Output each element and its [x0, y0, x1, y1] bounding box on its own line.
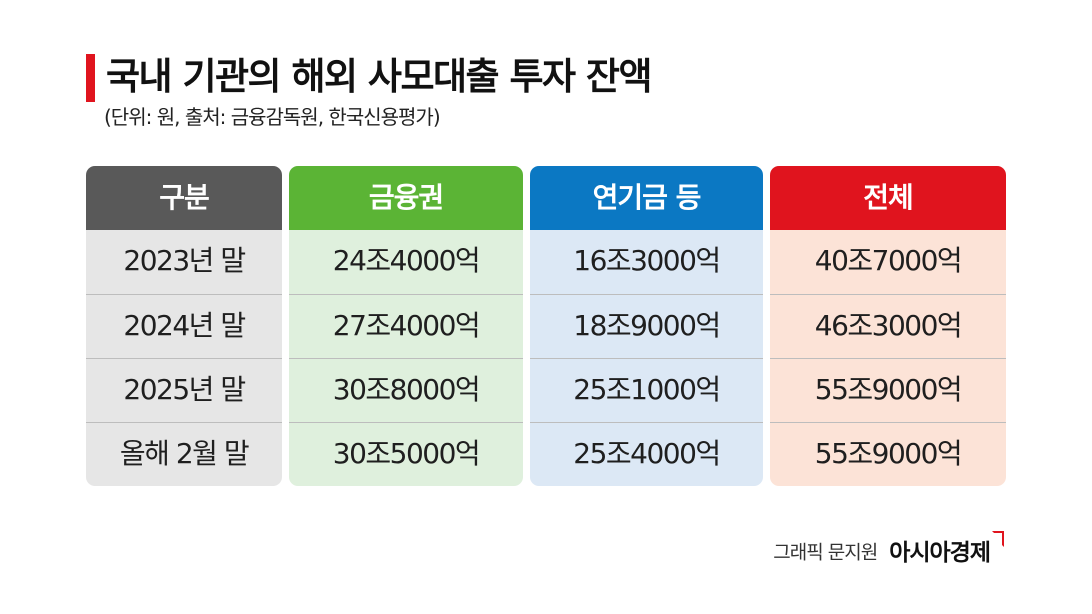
brand-mark-icon	[992, 531, 1004, 547]
table-cell-pension: 16조3000억	[573, 244, 721, 277]
table-cell-period: 2024년 말	[86, 294, 282, 358]
column-category: 구분 2023년 말 2024년 말 2025년 말 올해 2월 말	[86, 166, 282, 486]
table-cell-finance: 24조4000억	[332, 244, 481, 277]
table-cell-pension: 18조9000억	[530, 294, 763, 358]
unit-source-note: (단위: 원, 출처: 금융감독원, 한국신용평가)	[104, 105, 441, 129]
table-cell-period: 2025년 말	[86, 358, 282, 422]
table-cell-period: 2023년 말	[123, 244, 246, 277]
table-cell-finance: 30조5000억	[289, 422, 523, 486]
header-category: 구분	[86, 166, 282, 230]
data-table: 구분 2023년 말 2024년 말 2025년 말 올해 2월 말 금융권 2…	[86, 166, 1006, 486]
column-finance: 금융권 24조4000억 27조4000억 30조8000억 30조5000억	[289, 166, 523, 486]
header-total: 전체	[770, 166, 1006, 230]
table-cell-total: 55조9000억	[770, 358, 1006, 422]
header-finance: 금융권	[289, 166, 523, 230]
table-cell-pension: 25조4000억	[530, 422, 763, 486]
table-cell-pension: 25조1000억	[530, 358, 763, 422]
table-cell-finance: 27조4000억	[289, 294, 523, 358]
brand-logo: 아시아경제	[889, 539, 991, 566]
table-cell-total: 46조3000억	[770, 294, 1006, 358]
title-accent-bar	[86, 54, 95, 102]
page-title: 국내 기관의 해외 사모대출 투자 잔액	[106, 55, 653, 98]
column-total: 전체 40조7000억 46조3000억 55조9000억 55조9000억	[770, 166, 1006, 486]
table-cell-period: 올해 2월 말	[86, 422, 282, 486]
table-cell-finance: 30조8000억	[289, 358, 523, 422]
header-pension: 연기금 등	[530, 166, 763, 230]
table-cell-total: 55조9000억	[770, 422, 1006, 486]
column-pension: 연기금 등 16조3000억 18조9000억 25조1000억 25조4000…	[530, 166, 763, 486]
graphic-credit: 그래픽 문지원 아시아경제	[773, 531, 1004, 571]
table-cell-total: 40조7000억	[814, 244, 963, 277]
credit-text: 그래픽 문지원	[773, 541, 878, 564]
